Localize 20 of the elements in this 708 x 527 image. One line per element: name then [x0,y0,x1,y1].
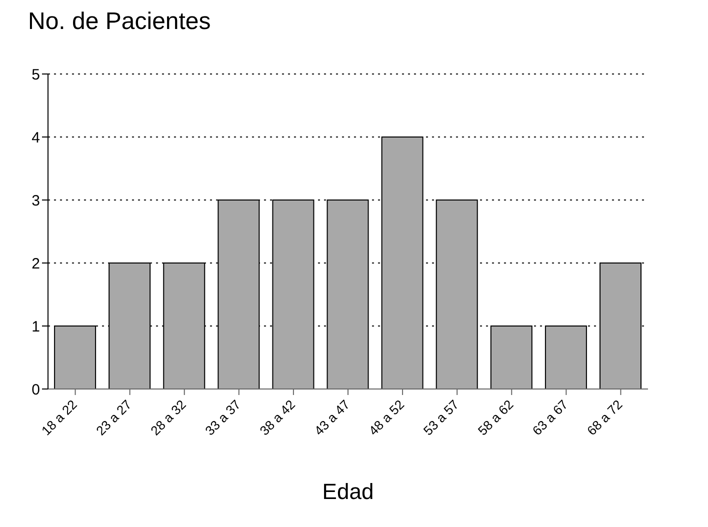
y-tick-label: 2 [32,255,40,272]
y-tick-label: 0 [32,381,40,398]
x-tick-label: 68 a 72 [584,396,626,438]
x-tick-label: 33 a 37 [202,396,244,438]
x-tick-label: 18 a 22 [38,396,80,438]
x-tick-label: 23 a 27 [93,396,134,438]
x-tick-label: 28 a 32 [148,396,189,438]
y-tick-label: 3 [32,192,40,210]
y-tick-label: 5 [32,66,40,84]
y-tick-label: 4 [32,129,40,146]
x-tick-label: 43 a 47 [311,396,353,438]
x-tick-label: 53 a 57 [420,396,462,438]
bar [436,200,478,389]
x-axis-title: Edad [322,479,374,504]
y-tick-label: 1 [32,318,40,336]
x-tick-label: 58 a 62 [474,396,516,438]
x-tick-label: 63 a 67 [529,396,571,438]
x-tick-label: 38 a 42 [256,396,298,438]
x-tick-label: 48 a 52 [366,396,408,438]
chart-title: No. de Pacientes [28,8,212,37]
